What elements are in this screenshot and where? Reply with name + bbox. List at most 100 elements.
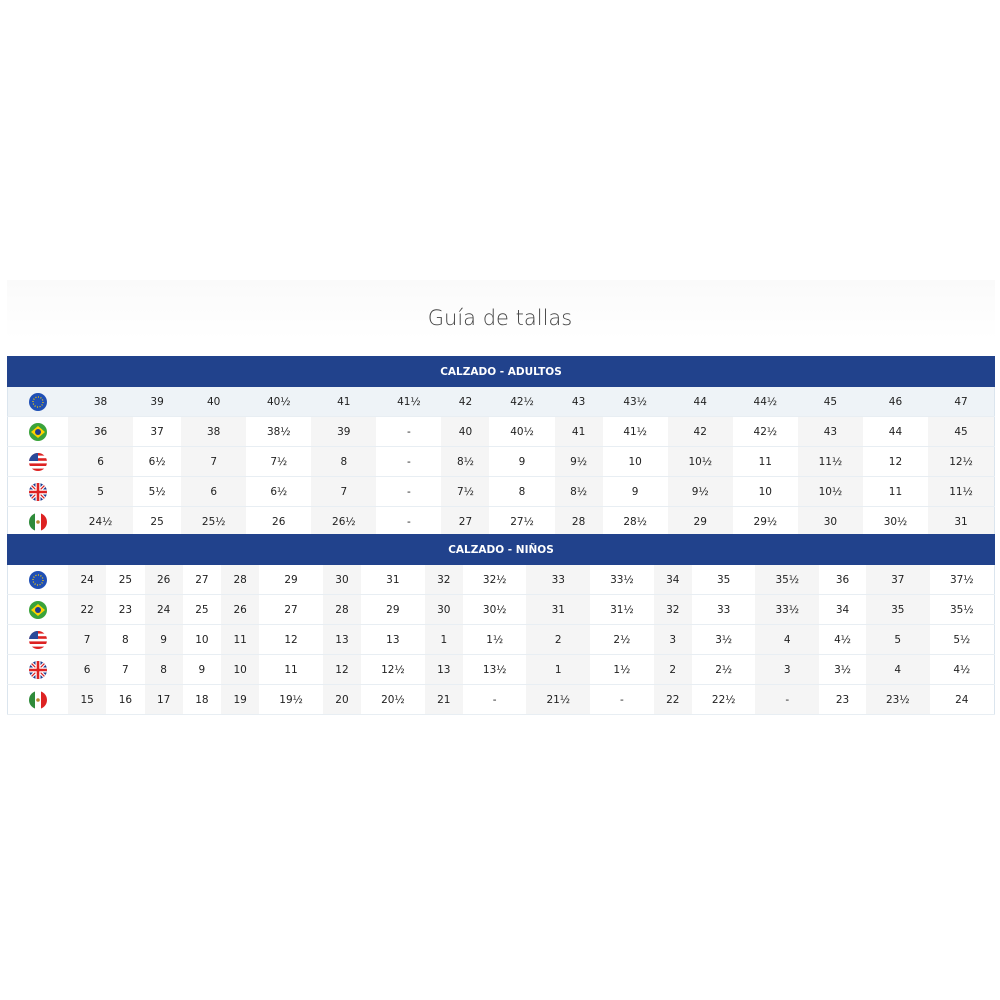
size-cell: 31 (928, 506, 995, 537)
size-cell: 5 (865, 624, 930, 655)
size-cell: - (462, 684, 527, 715)
size-cell: 41 (311, 386, 377, 417)
size-cell: 4 (755, 624, 820, 655)
size-cell: 47 (928, 386, 995, 417)
size-row: 15 16 17 18 19 19½ 20 20½ 21-21½ -22 22½ -23 23½ 24 (7, 684, 995, 715)
size-cell: 41½ (376, 386, 442, 417)
size-cell: 42 (441, 386, 490, 417)
size-cell: 37 (133, 416, 182, 447)
size-cell: 35 (865, 594, 930, 625)
size-cell: 1½ (462, 624, 527, 655)
size-cell: 37½ (929, 564, 995, 595)
size-cell: 26 (221, 594, 260, 625)
size-cell: 33 (526, 564, 591, 595)
kids-size-table: CALZADO - NIÑOS 24 25 26 27 28 29 30 31 32 32½ 33 3… (7, 534, 995, 715)
size-cell: 9 (602, 476, 668, 507)
size-cell: 35½ (755, 564, 820, 595)
uk-flag-icon (7, 654, 68, 685)
size-cell: 10½ (667, 446, 733, 477)
size-cell: 27 (441, 506, 490, 537)
size-cell: 43½ (602, 386, 668, 417)
size-cell: 12½ (361, 654, 425, 685)
size-cell: 38½ (246, 416, 312, 447)
size-cell: 12 (862, 446, 928, 477)
size-cell: 9½ (667, 476, 733, 507)
size-cell: 36 (819, 564, 866, 595)
size-cell: 32 (424, 564, 463, 595)
size-row: 6 6½ 7 7½ 8-8½ 9 9½ 10 10½ 11 11½ 12 12½ (7, 446, 995, 477)
size-cell: 32½ (462, 564, 527, 595)
brazil-flag-icon (7, 416, 68, 447)
size-cell: 28 (554, 506, 603, 537)
size-cell: 24 (929, 684, 995, 715)
brazil-flag-icon (7, 594, 68, 625)
size-cell: 11 (862, 476, 928, 507)
size-cell: 35 (691, 564, 756, 595)
size-cell: 25 (106, 564, 145, 595)
size-cell: 16 (106, 684, 145, 715)
size-cell: 29½ (732, 506, 798, 537)
size-cell: 8 (106, 624, 145, 655)
size-cell: 42½ (489, 386, 555, 417)
size-cell: 34 (819, 594, 866, 625)
size-cell: 25½ (181, 506, 247, 537)
size-cell: 18 (182, 684, 221, 715)
size-cell: 32 (653, 594, 692, 625)
size-cell: 9 (182, 654, 221, 685)
size-cell: - (376, 416, 442, 447)
size-cell: 28½ (602, 506, 668, 537)
size-row: 7 8 9 10 11 12 13 13 1 1½ 2 2½ 3 3½ 4 4½ 5 5½ (7, 624, 995, 655)
size-cell: 10 (221, 654, 260, 685)
size-cell: 30½ (862, 506, 928, 537)
size-cell: 11 (259, 654, 323, 685)
size-cell: 26½ (311, 506, 377, 537)
size-cell: 40½ (246, 386, 312, 417)
size-cell: 25 (182, 594, 221, 625)
size-cell: 12 (322, 654, 362, 685)
page-title: Guía de tallas (427, 306, 573, 330)
size-cell: 1½ (590, 654, 654, 685)
size-cell: 24 (68, 564, 107, 595)
size-cell: 8 (311, 446, 377, 477)
size-cell: 36 (68, 416, 134, 447)
size-cell: 3 (653, 624, 692, 655)
size-cell: 44 (862, 416, 928, 447)
size-cell: 7 (311, 476, 377, 507)
size-cell: 39 (311, 416, 377, 447)
size-cell: 9 (144, 624, 183, 655)
size-cell: 6 (68, 654, 107, 685)
size-cell: 2 (526, 624, 591, 655)
size-cell: 27 (259, 594, 323, 625)
size-cell: 13 (322, 624, 362, 655)
size-cell: 39 (133, 386, 182, 417)
size-cell: 44½ (732, 386, 798, 417)
size-row: 22 23 24 25 26 27 28 29 30 30½ 31 31½ 32 33 33½ 34 35 35½ (7, 594, 995, 625)
size-cell: 3 (755, 654, 820, 685)
size-cell: 11 (732, 446, 798, 477)
size-row: 24 25 26 27 28 29 30 31 32 32½ 33 33½ 34 35 35½ 36 37 37½ (7, 564, 995, 595)
eu-flag-icon (7, 386, 68, 417)
size-cell: 2½ (691, 654, 756, 685)
size-cell: 8½ (441, 446, 490, 477)
size-cell: 42 (667, 416, 733, 447)
size-cell: 26 (246, 506, 312, 537)
size-cell: 19½ (259, 684, 323, 715)
size-cell: 5½ (929, 624, 995, 655)
size-cell: - (590, 684, 654, 715)
size-cell: 46 (862, 386, 928, 417)
size-cell: 5 (68, 476, 134, 507)
adult-table-heading: CALZADO - ADULTOS (7, 356, 995, 387)
size-cell: 37 (865, 564, 930, 595)
size-cell: 13½ (462, 654, 527, 685)
size-cell: 6 (68, 446, 134, 477)
size-cell: 40½ (489, 416, 555, 447)
size-cell: 4 (865, 654, 930, 685)
kids-table-heading: CALZADO - NIÑOS (7, 534, 995, 565)
size-cell: 23 (106, 594, 145, 625)
size-cell: 4½ (929, 654, 995, 685)
size-cell: 17 (144, 684, 183, 715)
size-cell: 21 (424, 684, 463, 715)
adult-size-table: CALZADO - ADULTOS 38 39 40 40½ 41 41½ 42 42½ 43 4… (7, 356, 995, 537)
size-cell: 30 (424, 594, 463, 625)
size-cell: 28 (322, 594, 362, 625)
